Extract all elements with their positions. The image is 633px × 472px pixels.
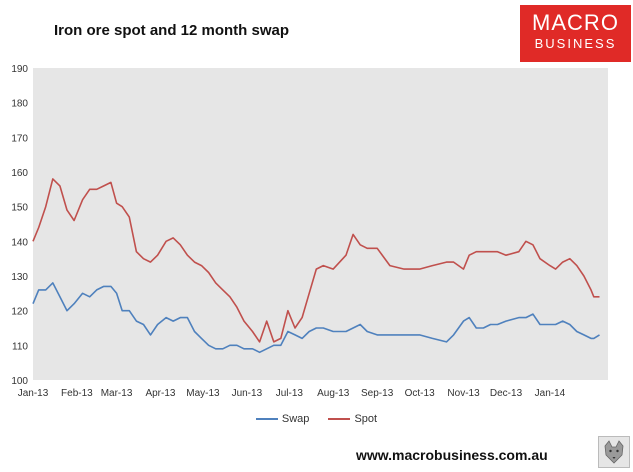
website-url: www.macrobusiness.com.au — [356, 447, 548, 463]
x-tick-label: Jan-13 — [18, 388, 49, 399]
x-tick-label: Jul-13 — [276, 388, 304, 399]
x-tick-label: Oct-13 — [405, 388, 435, 399]
x-tick-label: Dec-13 — [490, 388, 523, 399]
x-tick-label: Jan-14 — [535, 388, 566, 399]
y-tick-label: 180 — [11, 99, 28, 110]
y-tick-label: 160 — [11, 168, 28, 179]
y-tick-label: 130 — [11, 272, 28, 283]
series-line-spot — [32, 178, 600, 343]
legend-label-swap: Swap — [281, 413, 310, 425]
logo-line2: BUSINESS — [534, 36, 617, 51]
wolf-icon — [598, 436, 630, 468]
y-tick-label: 140 — [11, 237, 28, 248]
plot-area — [33, 68, 608, 380]
legend-label-spot: Spot — [354, 413, 378, 425]
macrobusiness-logo: MACRO BUSINESS — [520, 5, 631, 62]
legend-item-spot: Spot — [328, 413, 377, 425]
x-tick-label: May-13 — [186, 388, 220, 399]
x-tick-label: Sep-13 — [361, 388, 394, 399]
x-tick-label: Jun-13 — [232, 388, 263, 399]
y-tick-label: 120 — [11, 307, 28, 318]
legend-item-swap: Swap — [255, 413, 310, 425]
logo-line1: MACRO — [532, 10, 619, 35]
x-tick-label: Mar-13 — [101, 388, 133, 399]
y-tick-label: 150 — [11, 203, 28, 214]
legend-swatch-swap — [255, 418, 278, 421]
x-tick-label: Apr-13 — [145, 388, 175, 399]
legend-swatch-spot — [328, 418, 351, 421]
y-tick-label: 100 — [11, 376, 28, 387]
x-tick-label: Feb-13 — [61, 388, 93, 399]
chart-legend: Swap Spot — [0, 413, 633, 425]
x-tick-label: Aug-13 — [317, 388, 350, 399]
y-tick-label: 110 — [12, 341, 28, 352]
series-line-swap — [32, 282, 600, 354]
y-tick-label: 190 — [11, 64, 28, 75]
chart-title: Iron ore spot and 12 month swap — [54, 22, 290, 39]
y-tick-label: 170 — [11, 133, 28, 144]
x-tick-label: Nov-13 — [447, 388, 480, 399]
